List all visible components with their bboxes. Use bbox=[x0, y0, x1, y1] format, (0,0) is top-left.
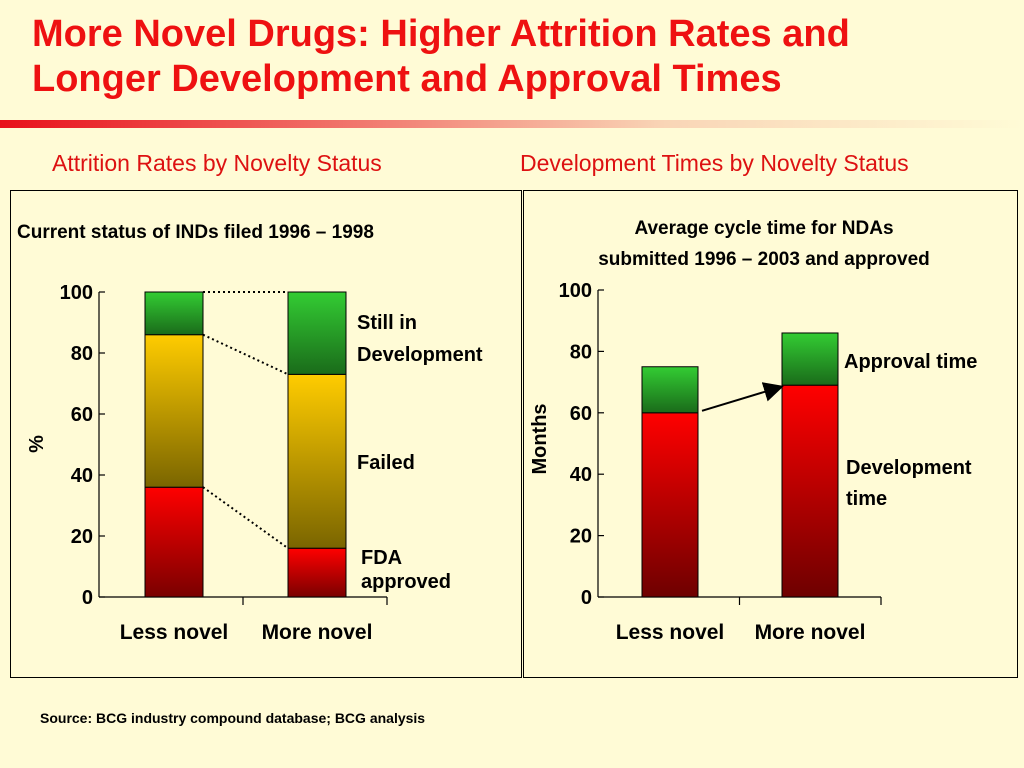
label-approval-time: Approval time bbox=[844, 351, 977, 373]
x-category-label: More novel bbox=[755, 621, 866, 644]
chart-title: Current status of INDs filed 1996 – 1998 bbox=[17, 222, 374, 243]
bar-segment bbox=[287, 291, 347, 375]
cycle-time-chart-panel: Average cycle time for NDAs submitted 19… bbox=[523, 190, 1018, 678]
slide-title-line1: More Novel Drugs: Higher Attrition Rates… bbox=[32, 13, 850, 55]
y-tick-label: 80 bbox=[570, 341, 592, 363]
dotted-connector bbox=[202, 486, 289, 550]
y-tick-label: 60 bbox=[71, 404, 93, 426]
attrition-chart: Current status of INDs filed 1996 – 1998… bbox=[17, 222, 483, 644]
bar-segment bbox=[144, 486, 204, 598]
comparison-arrow bbox=[701, 382, 784, 412]
label-development-time-line2: time bbox=[846, 488, 887, 510]
label-failed: Failed bbox=[357, 452, 415, 474]
x-category-label: Less novel bbox=[616, 621, 725, 644]
y-tick-label: 40 bbox=[71, 465, 93, 487]
dotted-connector bbox=[202, 333, 289, 376]
right-chart-heading: Development Times by Novelty Status bbox=[520, 150, 909, 176]
bar-segment bbox=[641, 366, 699, 414]
cycle-time-chart: Average cycle time for NDAs submitted 19… bbox=[529, 218, 977, 644]
y-axis-label: % bbox=[26, 435, 48, 453]
bar-segment bbox=[144, 334, 204, 488]
x-category-label: Less novel bbox=[120, 621, 229, 644]
chart-title-line1: Average cycle time for NDAs bbox=[634, 218, 893, 239]
y-tick-label: 0 bbox=[82, 587, 93, 609]
y-tick-label: 0 bbox=[581, 587, 592, 609]
source-note: Source: BCG industry compound database; … bbox=[40, 710, 426, 726]
label-development-time-line1: Development bbox=[846, 457, 972, 479]
bar-segment bbox=[641, 412, 699, 598]
y-tick-label: 40 bbox=[570, 464, 592, 486]
x-category-label: More novel bbox=[262, 621, 373, 644]
y-tick-label: 20 bbox=[570, 526, 592, 548]
y-tick-label: 100 bbox=[559, 280, 592, 302]
y-tick-label: 80 bbox=[71, 343, 93, 365]
left-chart-heading: Attrition Rates by Novelty Status bbox=[52, 150, 382, 176]
bar-segment bbox=[781, 384, 839, 598]
chart-title-line2: submitted 1996 – 2003 and approved bbox=[598, 249, 930, 270]
label-still-in-development-line1: Still in bbox=[357, 312, 417, 334]
y-tick-label: 60 bbox=[570, 403, 592, 425]
bar-segment bbox=[287, 373, 347, 549]
label-fda-approved-line2: approved bbox=[361, 571, 451, 593]
attrition-chart-panel: Current status of INDs filed 1996 – 1998… bbox=[10, 190, 522, 678]
slide-title: More Novel Drugs: Higher Attrition Rates… bbox=[32, 12, 1012, 102]
y-tick-label: 100 bbox=[60, 282, 93, 304]
title-divider bbox=[0, 120, 1024, 128]
bar-segment bbox=[287, 547, 347, 598]
label-still-in-development-line2: Development bbox=[357, 344, 483, 366]
bar-segment bbox=[781, 332, 839, 386]
bar-segment bbox=[144, 291, 204, 336]
slide-title-line2: Longer Development and Approval Times bbox=[32, 58, 782, 100]
y-tick-label: 20 bbox=[71, 526, 93, 548]
label-fda-approved-line1: FDA bbox=[361, 547, 402, 569]
y-axis-label: Months bbox=[529, 403, 551, 474]
